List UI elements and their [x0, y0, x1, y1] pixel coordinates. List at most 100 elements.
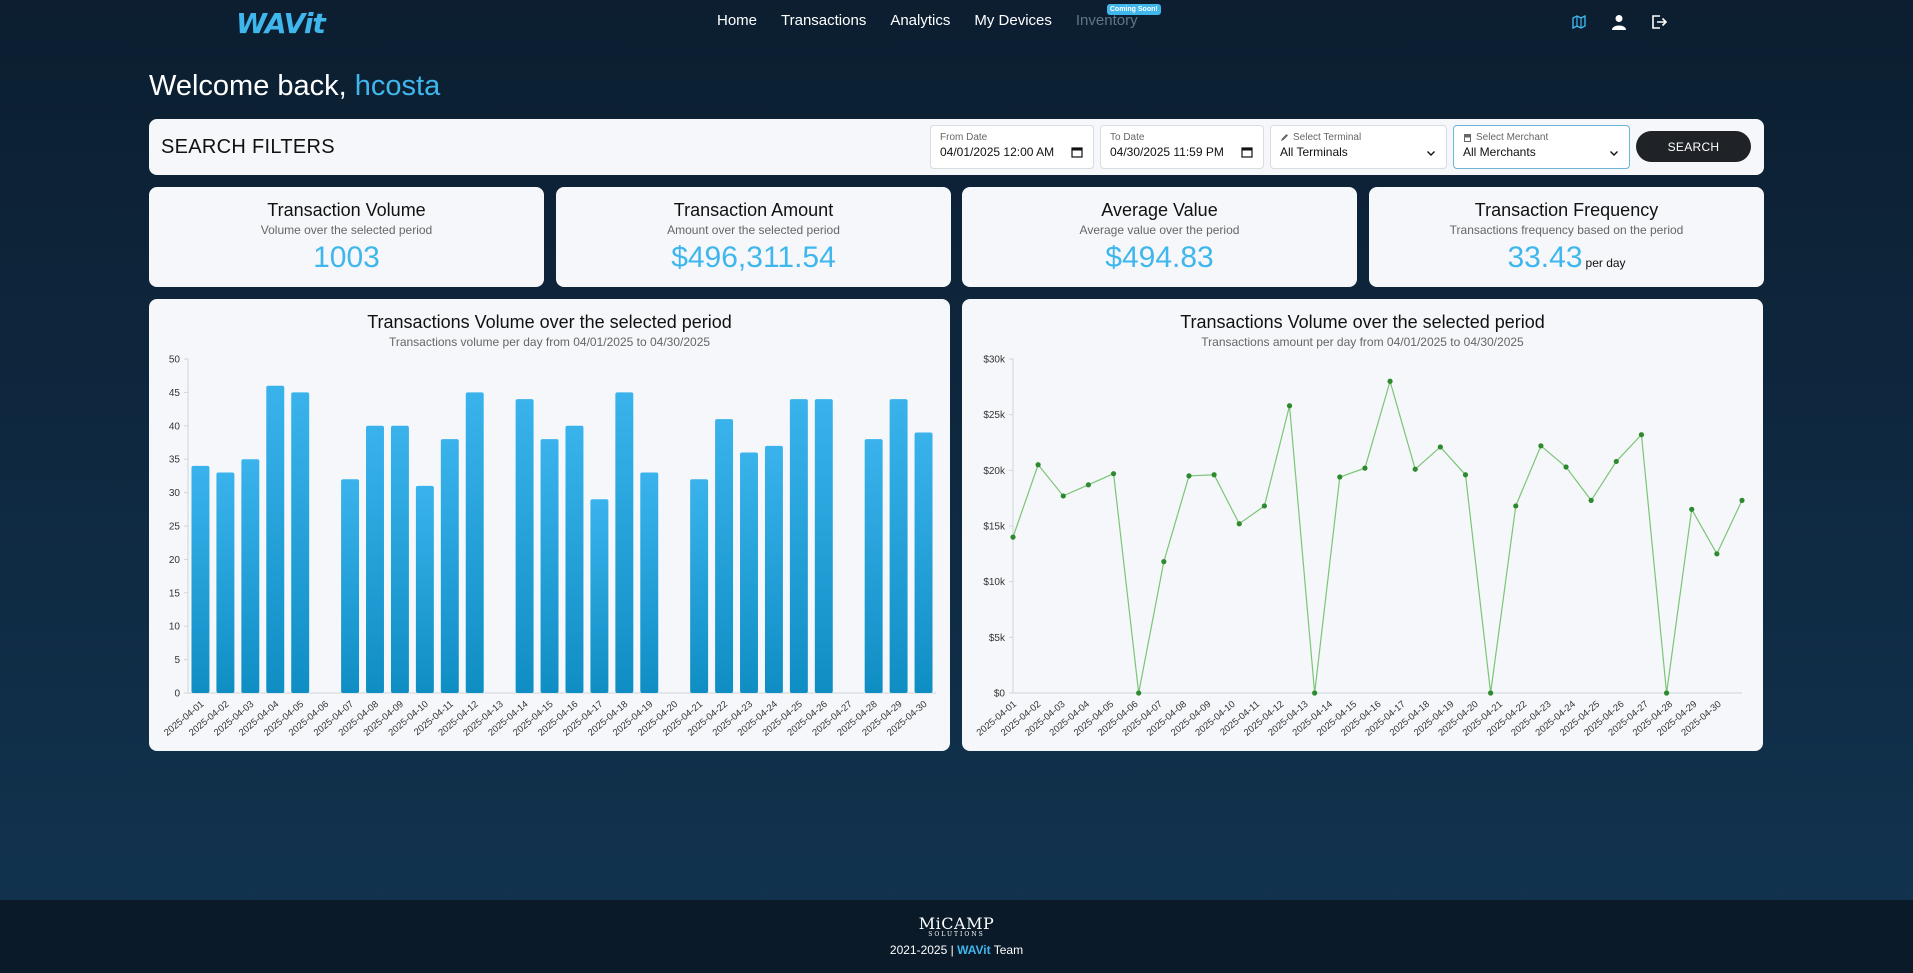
amount-line-chart-card: Transactions Volume over the selected pe…	[962, 299, 1763, 751]
data-point[interactable]	[1714, 551, 1720, 557]
bar[interactable]	[415, 485, 434, 693]
top-nav: WAVit Home Transactions Analytics My Dev…	[0, 0, 1913, 46]
nav-link-analytics[interactable]: Analytics	[890, 12, 951, 29]
data-point[interactable]	[1739, 497, 1745, 503]
stat-card-transaction-volume: Transaction Volume Volume over the selec…	[149, 187, 544, 287]
y-tick-label: $30k	[983, 355, 1006, 366]
chart-title: Transactions Volume over the selected pe…	[367, 312, 732, 332]
bar[interactable]	[789, 399, 808, 693]
stat-number: $494.83	[1105, 241, 1214, 274]
stat-card-transaction-frequency: Transaction Frequency Transactions frequ…	[1369, 187, 1764, 287]
nav-icons	[1570, 13, 1668, 31]
bar[interactable]	[565, 425, 584, 693]
footer-years: 2021-2025 |	[889, 943, 958, 957]
data-point[interactable]	[1437, 444, 1443, 450]
data-point[interactable]	[1488, 690, 1494, 696]
data-point[interactable]	[1211, 472, 1217, 478]
data-point[interactable]	[1588, 497, 1594, 503]
data-point[interactable]	[1362, 465, 1368, 471]
data-point[interactable]	[1110, 471, 1117, 477]
chart-title: Transactions Volume over the selected pe…	[1180, 312, 1545, 332]
y-tick-label: 20	[169, 555, 181, 566]
y-tick-label: $15k	[983, 522, 1006, 533]
data-point[interactable]	[1035, 462, 1041, 468]
series-line	[1012, 379, 1743, 694]
user-icon[interactable]	[1610, 13, 1628, 31]
data-point[interactable]	[1060, 493, 1066, 499]
bar[interactable]	[366, 425, 384, 693]
stat-title: Transaction Frequency	[1474, 200, 1659, 220]
calendar-icon[interactable]	[1071, 145, 1083, 163]
data-point[interactable]	[1663, 690, 1670, 696]
search-button[interactable]: SEARCH	[1636, 131, 1751, 162]
bar[interactable]	[540, 439, 559, 693]
bar[interactable]	[341, 479, 360, 693]
filters-title: SEARCH FILTERS	[161, 136, 335, 158]
data-point[interactable]	[1337, 474, 1343, 480]
bar[interactable]	[690, 479, 709, 693]
welcome-username: hcosta	[354, 70, 441, 102]
stat-subtitle: Volume over the selected period	[260, 223, 433, 237]
calendar-icon[interactable]	[1241, 145, 1253, 163]
stat-subtitle: Average value over the period	[1079, 223, 1240, 237]
data-point[interactable]	[1462, 472, 1469, 478]
data-point[interactable]	[1513, 503, 1519, 509]
select-terminal-dropdown[interactable]: Select Terminal All Terminals	[1270, 125, 1447, 169]
nav-link-transactions[interactable]: Transactions	[781, 12, 867, 29]
y-tick-label: 30	[169, 488, 181, 499]
data-point[interactable]	[1613, 458, 1619, 465]
bar[interactable]	[889, 399, 908, 693]
data-point[interactable]	[1689, 506, 1695, 512]
data-point[interactable]	[1387, 378, 1393, 384]
y-tick-label: 40	[169, 421, 181, 432]
nav-link-my-devices[interactable]: My Devices	[974, 12, 1052, 29]
select-merchant-label: Select Merchant	[1463, 132, 1620, 143]
volume-bar-chart: 051015202530354045502025-04-012025-04-02…	[162, 355, 936, 739]
wavit-logo[interactable]: WAVit	[236, 6, 326, 40]
nav-link-home[interactable]: Home	[717, 12, 758, 29]
data-point[interactable]	[1563, 464, 1569, 470]
select-merchant-value: All Merchants	[1463, 145, 1536, 159]
bar[interactable]	[864, 439, 883, 693]
to-date-value: 04/30/2025 11:59 PM	[1110, 145, 1224, 159]
data-point[interactable]	[1236, 521, 1242, 527]
bar[interactable]	[216, 472, 235, 693]
data-point[interactable]	[1186, 473, 1192, 479]
select-merchant-dropdown[interactable]: Select Merchant All Merchants	[1453, 125, 1630, 169]
data-point[interactable]	[1286, 403, 1293, 409]
bar[interactable]	[266, 385, 285, 693]
data-point[interactable]	[1261, 503, 1267, 509]
data-point[interactable]	[1161, 559, 1167, 565]
bar[interactable]	[465, 392, 484, 693]
data-point[interactable]	[1010, 534, 1016, 540]
bar[interactable]	[814, 399, 833, 693]
bar[interactable]	[615, 392, 634, 693]
chevron-down-icon	[1426, 145, 1436, 163]
from-date-field[interactable]: From Date 04/01/2025 12:00 AM	[930, 125, 1094, 169]
data-point[interactable]	[1412, 466, 1418, 472]
bar[interactable]	[241, 459, 260, 693]
bar[interactable]	[440, 439, 459, 693]
y-tick-label: $25k	[983, 410, 1006, 421]
bar[interactable]	[640, 472, 659, 693]
map-icon[interactable]	[1570, 13, 1588, 31]
bar[interactable]	[914, 432, 933, 693]
bar[interactable]	[390, 425, 409, 693]
stat-value: 33.43 per day	[1369, 241, 1764, 275]
from-date-value: 04/01/2025 12:00 AM	[940, 145, 1055, 159]
data-point[interactable]	[1085, 482, 1092, 488]
logout-icon[interactable]	[1650, 13, 1668, 31]
stat-number: 33.43	[1507, 241, 1583, 274]
data-point[interactable]	[1538, 443, 1544, 449]
bar[interactable]	[515, 399, 534, 693]
bar[interactable]	[191, 465, 210, 693]
bar[interactable]	[764, 445, 783, 693]
data-point[interactable]	[1136, 690, 1142, 696]
data-point[interactable]	[1312, 690, 1318, 696]
bar[interactable]	[590, 499, 609, 693]
bar[interactable]	[291, 392, 310, 693]
to-date-field[interactable]: To Date 04/30/2025 11:59 PM	[1100, 125, 1264, 169]
bar[interactable]	[740, 452, 758, 693]
data-point[interactable]	[1638, 432, 1645, 438]
bar[interactable]	[715, 419, 734, 693]
